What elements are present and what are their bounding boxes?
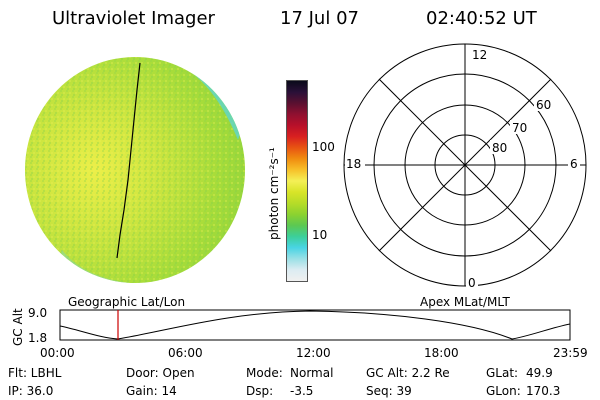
time-tick-1800: 18:00: [424, 346, 459, 360]
filter-info: Flt: LBHL: [8, 366, 62, 380]
colorbar-tick-100: 100: [312, 140, 335, 154]
time-tick-0600: 06:00: [168, 346, 203, 360]
time-tick-0000: 00:00: [40, 346, 75, 360]
gc-alt-info: GC Alt: 2.2 Re: [366, 366, 450, 380]
terminator-line: [116, 62, 141, 259]
door-info: Door: Open: [126, 366, 195, 380]
polar-label-12: 12: [472, 48, 488, 62]
glat-value: 49.9: [526, 366, 553, 380]
time-tick-1200: 12:00: [296, 346, 331, 360]
seq-info: Seq: 39: [366, 384, 412, 398]
colorbar-tick-10: 10: [312, 228, 328, 242]
mode-label: Mode:: [246, 366, 283, 380]
glon-label: GLon:: [486, 384, 521, 398]
time-label: 02:40:52 UT: [426, 8, 537, 29]
ring-label-60: 60: [536, 98, 552, 112]
ip-info: IP: 36.0: [8, 384, 54, 398]
date-label: 17 Jul 07: [280, 8, 359, 29]
glat-label: GLat:: [486, 366, 519, 380]
colorbar: [286, 80, 308, 282]
uv-disk: [25, 57, 245, 283]
dsp-label: Dsp:: [246, 384, 274, 398]
timeline-right-label: Apex MLat/MLT: [420, 295, 510, 309]
ring-label-70: 70: [512, 121, 528, 135]
ring-label-80: 80: [492, 141, 508, 155]
timeline-left-label: Geographic Lat/Lon: [68, 295, 186, 309]
polar-label-0: 0: [468, 276, 476, 290]
polar-label-6: 6: [570, 157, 578, 171]
mode-value: Normal: [290, 366, 334, 380]
altitude-curve: [59, 310, 571, 340]
time-tick-2359: 23:59: [553, 346, 588, 360]
dsp-value: -3.5: [290, 384, 314, 398]
app-title: Ultraviolet Imager: [52, 8, 215, 29]
gain-info: Gain: 14: [126, 384, 177, 398]
timeline-y-tick-top: 9.0: [28, 306, 48, 320]
polar-label-18: 18: [346, 157, 362, 171]
glon-value: 170.3: [526, 384, 561, 398]
timeline-y-tick-bottom: 1.8: [28, 331, 48, 345]
